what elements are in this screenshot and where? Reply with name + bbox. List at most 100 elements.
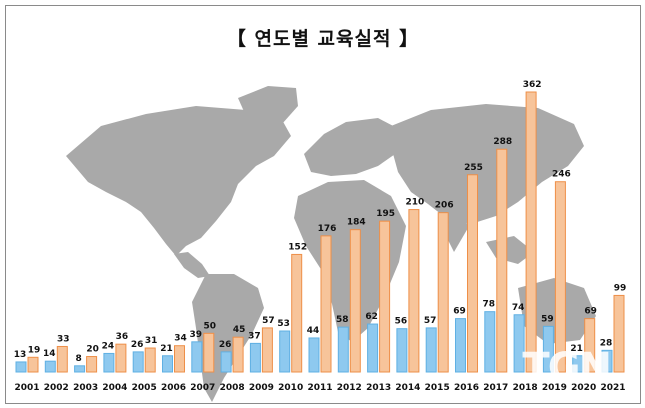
- bar-series-a: [220, 351, 232, 373]
- value-label-series-b: 20: [86, 345, 99, 355]
- value-label-series-a: 21: [160, 344, 173, 354]
- bar-series-a: [15, 361, 27, 373]
- value-label-series-b: 31: [145, 336, 158, 346]
- value-label-series-a: 13: [14, 350, 27, 360]
- value-label-series-a: 21: [570, 344, 583, 354]
- x-tick-label: 2014: [395, 383, 420, 393]
- bar-series-b: [261, 327, 273, 373]
- value-label-series-b: 210: [406, 198, 425, 208]
- bar-series-a: [162, 355, 173, 373]
- bar-series-a: [601, 349, 613, 373]
- value-label-series-b: 362: [523, 80, 542, 90]
- bar-series-a: [337, 326, 349, 373]
- value-label-series-a: 58: [336, 315, 349, 325]
- value-label-series-a: 56: [395, 317, 408, 327]
- value-label-series-a: 24: [102, 341, 115, 351]
- bar-series-b: [174, 345, 185, 373]
- bar-series-b: [203, 332, 215, 373]
- value-label-series-b: 50: [204, 321, 217, 331]
- bar-series-b: [408, 209, 420, 373]
- bar-series-b: [584, 318, 596, 373]
- value-label-series-b: 195: [376, 209, 395, 219]
- bar-series-a: [484, 311, 496, 373]
- value-label-series-b: 33: [57, 334, 70, 344]
- value-label-series-b: 34: [174, 334, 187, 344]
- bar-series-b: [115, 343, 127, 373]
- bar-series-a: [132, 351, 144, 373]
- value-label-series-b: 152: [288, 242, 307, 252]
- bar-series-b: [56, 345, 68, 373]
- greenland-shape: [238, 86, 298, 128]
- x-tick-label: 2001: [14, 383, 39, 393]
- bar-series-b: [349, 229, 361, 373]
- bar-series-b: [291, 253, 303, 373]
- bar-series-a: [572, 355, 584, 373]
- value-label-series-b: 246: [552, 170, 571, 180]
- value-label-series-a: 74: [512, 303, 525, 313]
- x-tick-label: 2006: [161, 383, 186, 393]
- value-label-series-a: 57: [424, 316, 437, 326]
- europe-shape: [304, 118, 401, 176]
- bar-series-a: [513, 314, 525, 373]
- bar-series-a: [279, 330, 291, 373]
- x-tick-label: 2012: [337, 383, 362, 393]
- bar-series-b: [232, 336, 244, 373]
- value-label-series-a: 39: [190, 330, 203, 340]
- x-tick-label: 2003: [73, 383, 98, 393]
- value-label-series-a: 44: [307, 326, 320, 336]
- value-label-series-b: 288: [493, 137, 512, 147]
- value-label-series-a: 26: [219, 340, 232, 350]
- bar-series-b: [320, 235, 332, 373]
- bar-series-a: [74, 365, 86, 373]
- value-label-series-a: 14: [43, 349, 56, 359]
- bar-series-a: [396, 328, 408, 373]
- bar-series-b: [437, 212, 449, 373]
- watermark-logo: TGN: [522, 345, 612, 391]
- x-tick-label: 2008: [220, 383, 245, 393]
- chart-frame: 【 연도별 교육실적 】 13 19 14 33 8 20 24 36 26 31: [5, 5, 641, 404]
- x-tick-label: 2005: [132, 383, 157, 393]
- x-tick-label: 2004: [102, 383, 127, 393]
- x-tick-label: 2002: [44, 383, 69, 393]
- value-label-series-a: 69: [453, 307, 466, 317]
- north-america-shape: [66, 106, 291, 256]
- value-label-series-a: 62: [365, 312, 378, 322]
- value-label-series-b: 206: [435, 201, 454, 211]
- bar-series-b: [144, 347, 156, 373]
- x-tick-label: 2017: [483, 383, 508, 393]
- bar-series-a: [425, 327, 437, 373]
- bar-series-b: [467, 174, 478, 373]
- value-label-series-b: 45: [233, 325, 246, 335]
- value-label-series-a: 78: [483, 300, 496, 310]
- x-tick-label: 2021: [600, 383, 625, 393]
- value-label-series-b: 99: [614, 283, 627, 293]
- value-label-series-a: 37: [248, 331, 261, 341]
- x-tick-label: 2011: [307, 383, 332, 393]
- central-america-shape: [174, 252, 210, 278]
- value-label-series-b: 69: [584, 307, 597, 317]
- bar-series-a: [191, 341, 203, 373]
- bar-series-b: [613, 294, 625, 373]
- bar-series-a: [103, 352, 115, 373]
- x-tick-label: 2010: [278, 383, 303, 393]
- bar-series-a: [542, 325, 554, 373]
- bar-series-b: [86, 356, 98, 373]
- bar-series-b: [554, 181, 566, 373]
- value-label-series-b: 176: [318, 224, 337, 234]
- x-tick-label: 2015: [425, 383, 450, 393]
- bar-series-a: [367, 323, 379, 373]
- x-tick-label: 2019: [542, 383, 567, 393]
- x-tick-label: 2013: [366, 383, 391, 393]
- value-label-series-b: 57: [262, 316, 275, 326]
- bar-series-a: [455, 318, 466, 373]
- bar-series-b: [496, 148, 508, 373]
- value-label-series-b: 255: [464, 163, 483, 173]
- value-label-series-b: 36: [116, 332, 129, 342]
- bar-series-b: [379, 220, 391, 373]
- value-label-series-b: 19: [28, 345, 41, 355]
- bar-series-a: [44, 360, 56, 373]
- x-tick-label: 2007: [190, 383, 215, 393]
- bar-series-b: [27, 356, 39, 373]
